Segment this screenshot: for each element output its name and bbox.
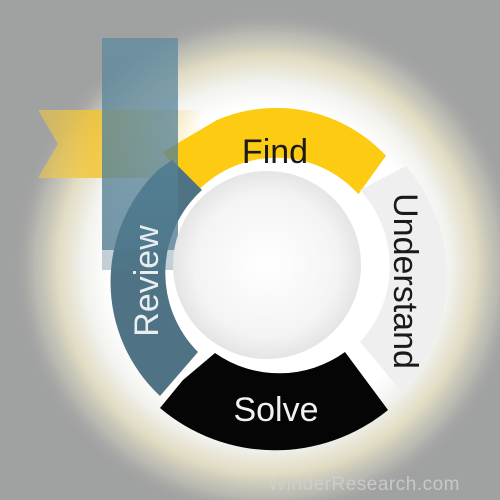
- understand-segment: [360, 166, 448, 392]
- understand-label: Understand: [386, 193, 424, 369]
- review-label: Review: [128, 225, 166, 337]
- solve-label: Solve: [233, 391, 318, 429]
- find-label: Find: [242, 133, 308, 171]
- teal-ribbon: [102, 38, 178, 250]
- solve-segment: [160, 352, 388, 451]
- center-disc: [173, 171, 361, 359]
- teal-ribbon-fade: [102, 250, 178, 270]
- watermark: WinderResearch.com: [268, 474, 460, 495]
- find-segment: [162, 107, 386, 197]
